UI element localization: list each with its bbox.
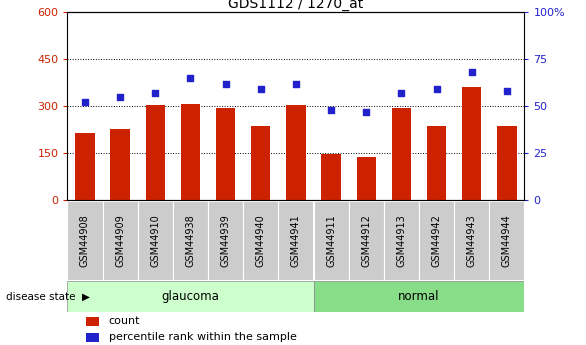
Text: GSM44909: GSM44909 (115, 214, 125, 267)
Text: GSM44908: GSM44908 (80, 214, 90, 267)
Bar (110, 129, 130, 200)
Bar (86, 333, 100, 342)
Point (115, 94, 125, 99)
Text: GSM44912: GSM44912 (361, 214, 372, 267)
FancyBboxPatch shape (384, 201, 419, 280)
FancyBboxPatch shape (419, 201, 454, 280)
Text: GSM44943: GSM44943 (466, 214, 477, 267)
Point (362, 109, 371, 115)
Bar (180, 104, 200, 200)
Point (221, 81, 230, 86)
Point (291, 81, 301, 86)
Point (467, 69, 476, 75)
FancyBboxPatch shape (173, 201, 208, 280)
Bar (216, 108, 236, 200)
Text: GSM44944: GSM44944 (502, 214, 512, 267)
Point (256, 86, 265, 92)
Text: GSM44940: GSM44940 (255, 214, 266, 267)
Title: GDS1112 / 1270_at: GDS1112 / 1270_at (229, 0, 363, 11)
FancyBboxPatch shape (454, 201, 489, 280)
Text: percentile rank within the sample: percentile rank within the sample (108, 332, 297, 342)
Text: GSM44942: GSM44942 (431, 214, 442, 267)
FancyBboxPatch shape (278, 201, 314, 280)
Text: GSM44910: GSM44910 (150, 214, 161, 267)
FancyBboxPatch shape (138, 201, 173, 280)
Text: GSM44938: GSM44938 (185, 214, 196, 267)
Text: disease state  ▶: disease state ▶ (6, 292, 90, 302)
Bar (462, 87, 482, 200)
Point (432, 86, 441, 92)
Bar (286, 106, 306, 200)
Text: count: count (108, 316, 140, 326)
Bar (251, 126, 271, 200)
Bar (146, 105, 165, 200)
Bar (314, 281, 524, 312)
Bar (67, 281, 314, 312)
FancyBboxPatch shape (489, 201, 524, 280)
FancyBboxPatch shape (103, 201, 138, 280)
Text: GSM44941: GSM44941 (291, 214, 301, 267)
Point (326, 107, 336, 112)
FancyBboxPatch shape (349, 201, 384, 280)
Bar (75, 133, 95, 200)
Text: GSM44913: GSM44913 (396, 214, 407, 267)
Point (151, 90, 160, 96)
Text: glaucoma: glaucoma (162, 290, 219, 303)
Bar (322, 154, 341, 200)
Bar (427, 126, 447, 200)
Bar (497, 127, 517, 200)
FancyBboxPatch shape (67, 201, 103, 280)
Bar (86, 317, 100, 326)
Text: GSM44911: GSM44911 (326, 214, 336, 267)
Bar (391, 108, 411, 200)
Bar (356, 157, 376, 200)
FancyBboxPatch shape (314, 201, 349, 280)
FancyBboxPatch shape (243, 201, 278, 280)
Text: normal: normal (398, 290, 440, 303)
Point (397, 90, 406, 96)
Point (502, 88, 512, 94)
Point (80, 100, 90, 105)
FancyBboxPatch shape (208, 201, 243, 280)
Point (186, 75, 195, 81)
Text: GSM44939: GSM44939 (220, 214, 231, 267)
